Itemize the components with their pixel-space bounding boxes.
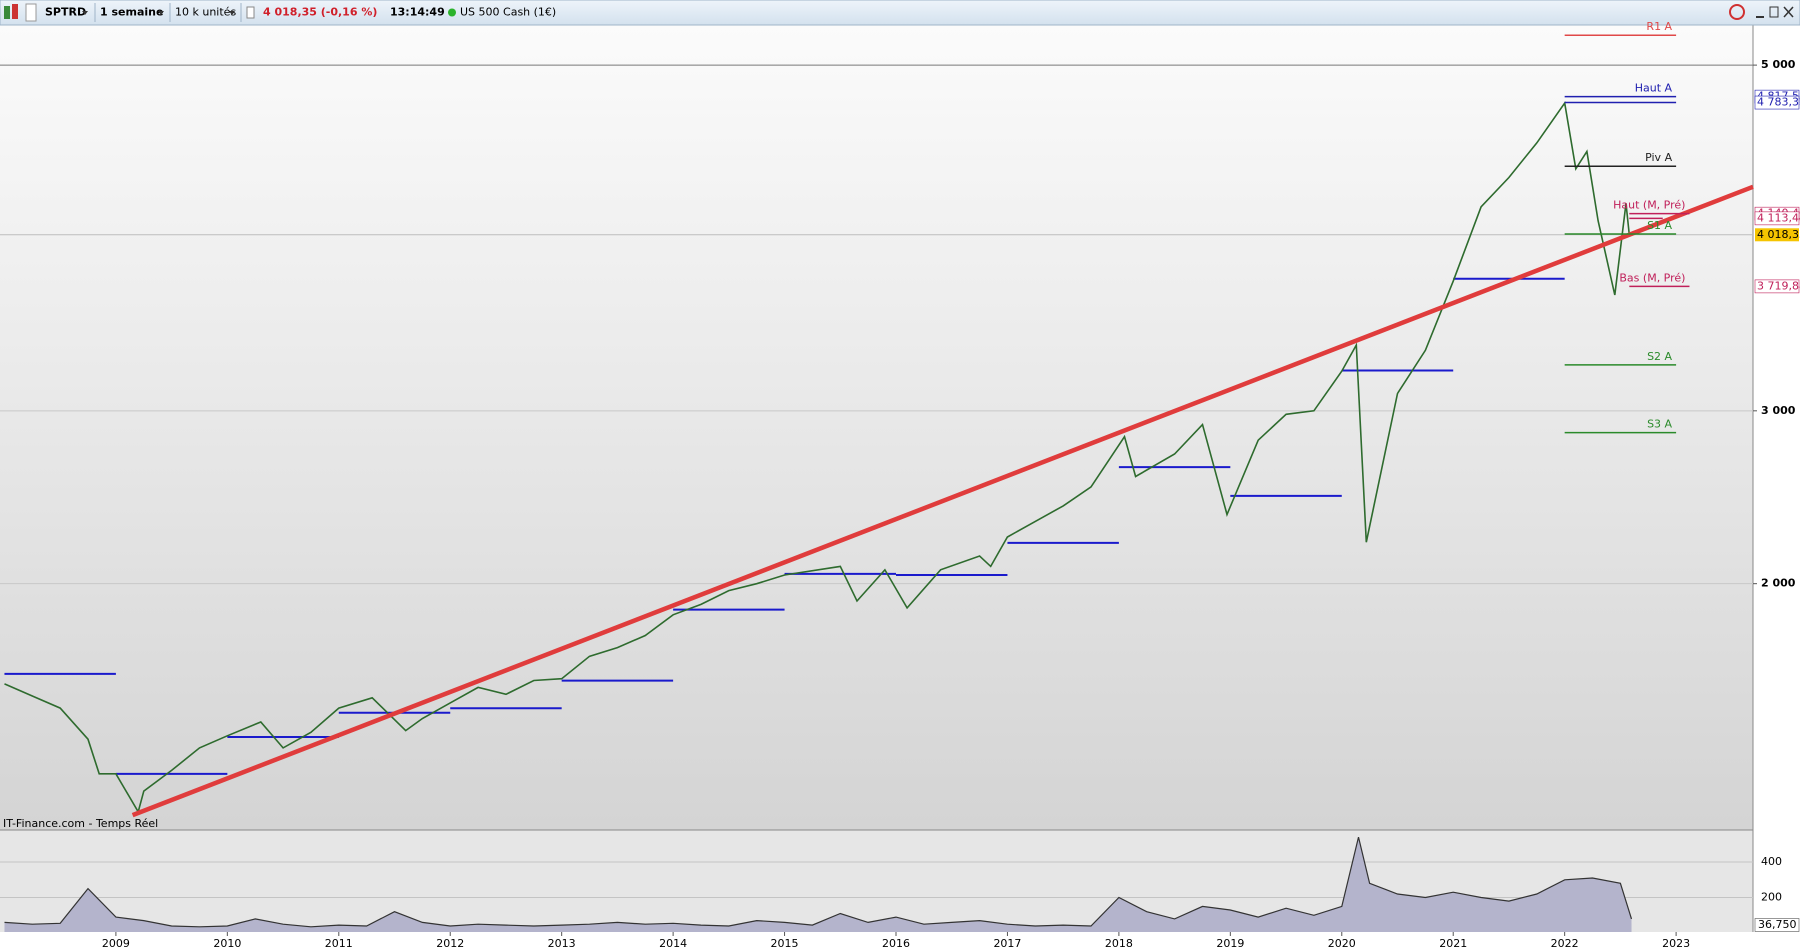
settings-icon[interactable] xyxy=(25,3,37,22)
info-icon[interactable] xyxy=(246,6,255,19)
toolbar: SPTRD 1 semaine 10 k unités 4 018,35 (-0… xyxy=(0,0,1800,26)
y-tick-label: 5 000 xyxy=(1761,58,1796,71)
symbol[interactable]: SPTRD xyxy=(45,6,86,19)
quote: 4 018,35 (-0,16 %) xyxy=(263,6,377,19)
units[interactable]: 10 k unités xyxy=(175,6,236,19)
level-name: S3 A xyxy=(1647,418,1672,431)
level-name: Haut A xyxy=(1635,82,1673,95)
chart-type-icon[interactable] xyxy=(12,4,18,19)
dropdown-arrow[interactable] xyxy=(82,11,88,15)
price-label: 4 113,44 xyxy=(1757,211,1800,224)
level-name: R1 A xyxy=(1646,20,1672,33)
time: 13:14:49 xyxy=(390,6,445,19)
x-tick-label: 2015 xyxy=(771,937,799,950)
right-axis xyxy=(1753,25,1800,950)
current-price-box xyxy=(1755,228,1799,242)
x-tick-label: 2016 xyxy=(882,937,910,950)
x-tick-label: 2009 xyxy=(102,937,130,950)
x-tick-label: 2022 xyxy=(1551,937,1579,950)
volume-area-fill xyxy=(4,837,1632,932)
price-label: 4 783,33 xyxy=(1757,96,1800,109)
x-tick-label: 2014 xyxy=(659,937,687,950)
maximize-button[interactable] xyxy=(1769,6,1779,18)
x-tick-label: 2010 xyxy=(213,937,241,950)
volume-last-box xyxy=(1754,918,1800,932)
x-tick-label: 2012 xyxy=(436,937,464,950)
status-dot xyxy=(448,8,456,17)
chart-type-icon[interactable] xyxy=(4,6,10,19)
trendline xyxy=(131,184,1754,818)
volume-last-label: 36,750 xyxy=(1758,918,1797,931)
x-tick-label: 2023 xyxy=(1662,937,1690,950)
volume-tick-label: 400 xyxy=(1761,855,1782,868)
close-button[interactable] xyxy=(1783,6,1794,18)
dropdown-arrow[interactable] xyxy=(229,11,235,15)
x-tick-label: 2017 xyxy=(993,937,1021,950)
volume-line xyxy=(4,836,1633,928)
price-label-box xyxy=(1754,279,1800,294)
level-name: Bas (M, Pré) xyxy=(1619,271,1685,284)
toolbar-bg xyxy=(0,0,1800,26)
refresh-button[interactable] xyxy=(1729,4,1745,20)
x-tick-label: 2011 xyxy=(325,937,353,950)
price-label: 3 719,88 xyxy=(1757,279,1800,292)
x-tick-label: 2019 xyxy=(1216,937,1244,950)
dropdown-arrow[interactable] xyxy=(158,11,164,15)
x-tick-label: 2013 xyxy=(548,937,576,950)
volume-tick-label: 200 xyxy=(1761,891,1782,904)
period[interactable]: 1 semaine xyxy=(100,6,163,19)
time-axis xyxy=(0,932,1753,950)
level-name: Piv A xyxy=(1645,151,1672,164)
price-label-box xyxy=(1754,95,1800,110)
current-price-label: 4 018,35 xyxy=(1757,228,1800,241)
level-name: S1 A xyxy=(1647,219,1672,232)
x-tick-label: 2018 xyxy=(1105,937,1133,950)
price-pane xyxy=(0,25,1753,830)
y-tick-label: 2 000 xyxy=(1761,577,1796,590)
x-tick-label: 2021 xyxy=(1439,937,1467,950)
x-tick-label: 2020 xyxy=(1328,937,1356,950)
source: IT-Finance.com - Temps Réel xyxy=(3,817,158,830)
level-name: Haut (M, Pré) xyxy=(1613,199,1685,212)
price-label-box xyxy=(1754,211,1800,226)
y-tick-label: 3 000 xyxy=(1761,404,1796,417)
instrument: US 500 Cash (1€) xyxy=(460,6,556,19)
price-line xyxy=(4,101,1631,814)
level-name: S2 A xyxy=(1647,350,1672,363)
